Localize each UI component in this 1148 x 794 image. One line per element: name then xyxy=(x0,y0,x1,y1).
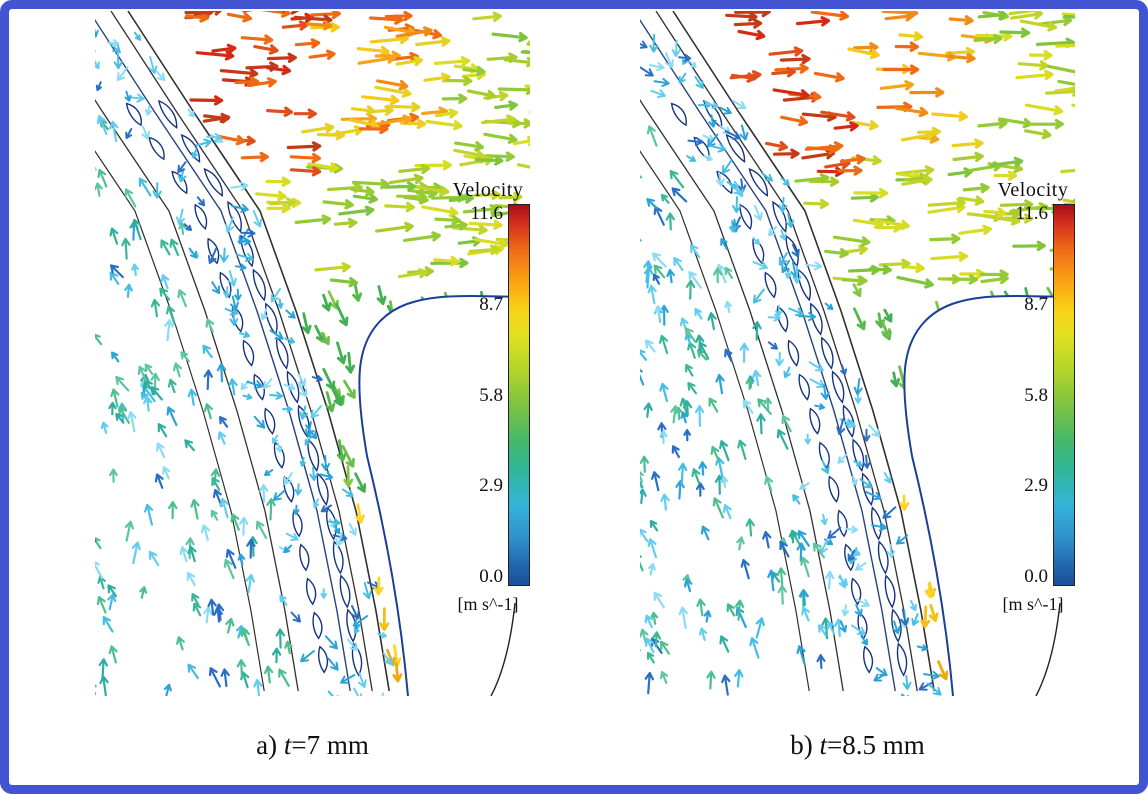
panel-a: Velocity 11.6 8.7 5.8 2.9 0.0 [m s^-1] a… xyxy=(95,11,530,761)
colorbar-b: Velocity 11.6 8.7 5.8 2.9 0.0 [m s^-1] xyxy=(991,179,1075,615)
field-box-b: Velocity 11.6 8.7 5.8 2.9 0.0 [m s^-1] xyxy=(640,11,1075,696)
wheel-arch-outline xyxy=(903,294,1075,696)
wheel-arch-region xyxy=(904,296,1075,696)
wheel-arch xyxy=(903,294,1075,696)
colorbar-gradient xyxy=(508,204,530,586)
colorbar-tick: 11.6 xyxy=(1015,203,1048,224)
colorbar-units: [m s^-1] xyxy=(1002,594,1064,614)
wheel-arch-region xyxy=(359,296,530,696)
colorbar-tick: 11.6 xyxy=(470,203,503,224)
panel-b: Velocity 11.6 8.7 5.8 2.9 0.0 [m s^-1] b… xyxy=(640,11,1075,761)
tread-blocks xyxy=(670,99,908,677)
velocity-vector-field-a xyxy=(95,11,530,696)
colorbar-tick: 2.9 xyxy=(1024,475,1048,497)
panel-caption-a: a) t=7 mm xyxy=(95,730,530,761)
caption-value: =8.5 mm xyxy=(827,730,925,760)
colorbar-ticks: 11.6 8.7 5.8 2.9 0.0 xyxy=(991,204,1053,586)
colorbar-gradient xyxy=(1053,204,1075,586)
colorbar-tick: 8.7 xyxy=(1024,293,1048,315)
caption-prefix: b) xyxy=(790,730,820,760)
fender-line xyxy=(1035,602,1061,696)
colorbar-scale: 11.6 8.7 5.8 2.9 0.0 xyxy=(991,204,1075,586)
fender-line xyxy=(490,602,516,696)
colorbar-tick: 0.0 xyxy=(479,566,503,587)
panel-caption-b: b) t=8.5 mm xyxy=(640,730,1075,761)
colorbar-tick: 2.9 xyxy=(479,475,503,497)
tire-contour-lines xyxy=(640,11,935,692)
colorbar-title: Velocity xyxy=(452,179,524,201)
colorbar-tick: 8.7 xyxy=(479,293,503,315)
colorbar-units: [m s^-1] xyxy=(457,594,519,614)
field-box-a: Velocity 11.6 8.7 5.8 2.9 0.0 [m s^-1] xyxy=(95,11,530,696)
colorbar-a: Velocity 11.6 8.7 5.8 2.9 0.0 [m s^-1] xyxy=(446,179,530,615)
wheel-arch xyxy=(358,294,530,696)
colorbar-tick: 5.8 xyxy=(479,384,503,406)
caption-prefix: a) xyxy=(256,730,284,760)
colorbar-ticks: 11.6 8.7 5.8 2.9 0.0 xyxy=(446,204,508,586)
velocity-vector-field-b xyxy=(640,11,1075,696)
colorbar-tick: 5.8 xyxy=(1024,384,1048,406)
caption-symbol: t xyxy=(819,730,828,760)
caption-symbol: t xyxy=(283,730,292,760)
colorbar-tick: 0.0 xyxy=(1024,566,1048,587)
colorbar-scale: 11.6 8.7 5.8 2.9 0.0 xyxy=(446,204,530,586)
wheel-arch-outline xyxy=(358,294,530,696)
flow-arrows xyxy=(95,11,530,696)
caption-value: =7 mm xyxy=(291,730,369,760)
colorbar-title: Velocity xyxy=(997,179,1069,201)
